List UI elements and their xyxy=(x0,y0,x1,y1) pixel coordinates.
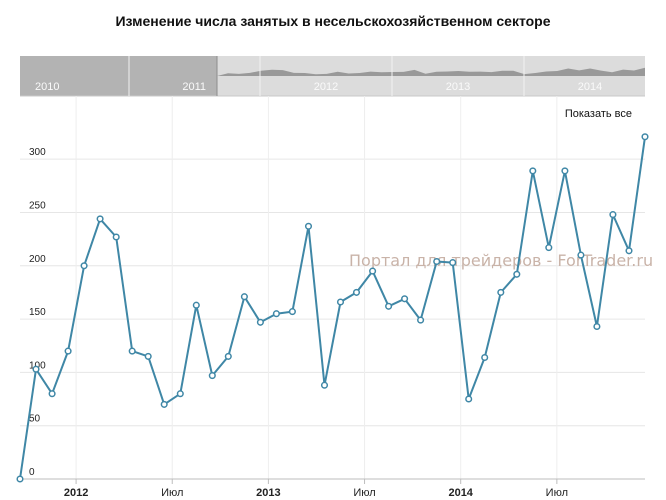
data-point[interactable] xyxy=(272,310,280,318)
data-point[interactable] xyxy=(224,352,232,360)
watermark-text: Портал для трейдеров - ForTrader.ru xyxy=(349,251,653,270)
data-point[interactable] xyxy=(417,316,425,324)
data-point[interactable] xyxy=(208,372,216,380)
data-point[interactable] xyxy=(96,215,104,223)
data-point[interactable] xyxy=(336,298,345,306)
data-point[interactable] xyxy=(545,244,553,252)
x-tick-label: 2012 xyxy=(64,487,88,499)
navigator-mini-series xyxy=(217,67,645,76)
data-point[interactable] xyxy=(288,308,296,316)
data-point[interactable] xyxy=(256,318,264,326)
data-point[interactable] xyxy=(513,270,521,278)
y-axis: 0 50 100 150 200 250 300 xyxy=(29,147,46,478)
data-point[interactable] xyxy=(609,211,617,219)
navigator-label: 2014 xyxy=(578,81,602,93)
data-point[interactable] xyxy=(240,293,248,301)
navigator-label: 2010 xyxy=(35,81,59,93)
data-point[interactable] xyxy=(497,288,505,296)
range-navigator[interactable]: 2010 2011 2012 2013 2014 xyxy=(20,56,645,97)
navigator-label: 2013 xyxy=(446,81,470,93)
data-point[interactable] xyxy=(641,133,649,141)
x-tick-label: Июл xyxy=(161,487,183,499)
data-point[interactable] xyxy=(160,400,168,408)
data-point[interactable] xyxy=(176,390,184,398)
data-point[interactable] xyxy=(144,352,152,360)
data-point[interactable] xyxy=(304,222,313,230)
y-tick-label: 0 xyxy=(29,467,35,478)
x-tick-label: 2013 xyxy=(256,487,280,499)
data-point[interactable] xyxy=(401,295,409,303)
y-tick-label: 200 xyxy=(29,254,46,265)
data-point[interactable] xyxy=(449,259,457,267)
navigator-labels: 2010 2011 2012 2013 2014 xyxy=(35,81,602,93)
data-point[interactable] xyxy=(385,302,393,310)
data-point[interactable] xyxy=(577,251,585,259)
y-tick-label: 250 xyxy=(29,200,46,211)
data-point[interactable] xyxy=(625,247,633,255)
data-point[interactable] xyxy=(481,353,489,362)
navigator-label: 2012 xyxy=(314,81,338,93)
navigator-dividers xyxy=(128,56,525,96)
data-point[interactable] xyxy=(48,390,56,398)
x-tick-label: 2014 xyxy=(448,487,473,499)
series-line xyxy=(19,136,646,480)
x-tick-label: Июл xyxy=(353,487,375,499)
x-axis: 2012 Июл 2013 Июл 2014 Июл xyxy=(20,478,645,499)
chart-title: Изменение числа занятых в несельскохозяй… xyxy=(115,13,550,29)
data-point[interactable] xyxy=(352,288,361,296)
data-point[interactable] xyxy=(465,395,473,403)
data-point[interactable] xyxy=(32,365,40,373)
show-all-button[interactable]: Показать все xyxy=(565,108,632,120)
data-point[interactable] xyxy=(80,262,88,270)
data-point[interactable] xyxy=(320,381,329,389)
grid xyxy=(20,96,645,479)
data-point[interactable] xyxy=(369,267,377,275)
data-point[interactable] xyxy=(593,322,601,331)
y-tick-label: 100 xyxy=(29,360,46,371)
y-tick-label: 50 xyxy=(29,414,41,425)
data-point[interactable] xyxy=(64,347,72,355)
data-point[interactable] xyxy=(561,167,569,175)
x-tick-label: Июл xyxy=(546,487,568,499)
navigator-unselected-range[interactable] xyxy=(20,56,217,96)
data-point[interactable] xyxy=(433,257,441,266)
data-point[interactable] xyxy=(128,347,136,355)
y-tick-label: 150 xyxy=(29,307,46,318)
series-layer xyxy=(16,133,649,483)
data-point[interactable] xyxy=(192,301,200,309)
data-point[interactable] xyxy=(112,233,120,241)
data-point[interactable] xyxy=(16,475,24,483)
navigator-label: 2011 xyxy=(182,81,206,93)
data-point[interactable] xyxy=(529,167,537,175)
y-tick-label: 300 xyxy=(29,147,46,158)
